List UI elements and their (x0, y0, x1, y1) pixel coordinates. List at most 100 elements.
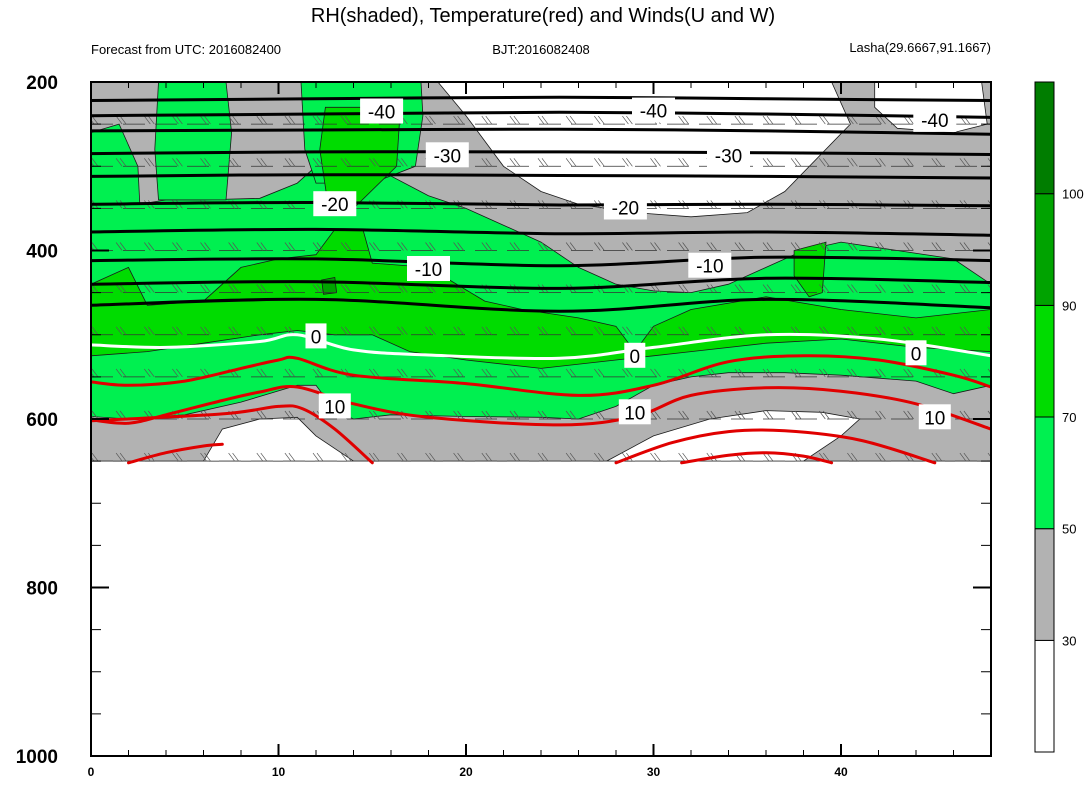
wind-barb (537, 158, 549, 167)
contour-label-box (918, 404, 951, 430)
wind-barb (987, 326, 991, 332)
wind-barb (256, 284, 268, 293)
wind-barb (228, 115, 239, 125)
wind-barb (734, 115, 746, 125)
colorbar-swatch (1034, 416, 1055, 530)
wind-barb (369, 158, 380, 167)
wind-barb (144, 115, 155, 125)
wind-barb (91, 326, 99, 336)
wind-barb (903, 410, 914, 420)
contour-label: 10 (924, 408, 945, 429)
wind-barb (509, 452, 521, 462)
wind-barb (959, 158, 971, 167)
isotherm (91, 404, 374, 465)
x-tick-label: 40 (834, 765, 848, 779)
wind-barb (565, 410, 577, 420)
wind-barb (200, 452, 211, 462)
wind-barb (959, 368, 971, 378)
colorbar-swatch (1034, 639, 1055, 753)
wind-barb (425, 115, 436, 125)
wind-barb (256, 452, 268, 462)
wind-barb (537, 410, 549, 420)
contour-label: 10 (324, 397, 345, 418)
wind-barb (172, 115, 183, 125)
wind-barb (706, 368, 718, 378)
contour-label-box (632, 97, 675, 123)
wind-barb (537, 452, 549, 462)
chart-subtitle-right: Lasha(29.6667,91.1667) (849, 40, 991, 55)
wind-barb (172, 284, 183, 293)
wind-barb (284, 452, 296, 462)
wind-barb (819, 284, 830, 293)
wind-barb (903, 158, 914, 167)
wind-barb (425, 242, 436, 251)
wind-barb (706, 115, 718, 125)
wind-barb (172, 452, 183, 462)
isotherm (91, 297, 991, 313)
wind-barb (312, 368, 324, 378)
y-tick-label: 400 (26, 242, 58, 263)
y-tick-labels: 200 400 600 800 1000 (16, 73, 58, 768)
wind-barb (481, 242, 493, 251)
rh-region-rh-lt-30-a (437, 82, 851, 218)
wind-barb (425, 452, 436, 462)
contour-label: -40 (368, 103, 395, 124)
wind-barb (369, 242, 380, 251)
wind-barb (284, 410, 296, 420)
wind-barb (340, 284, 352, 293)
contour-label: -40 (640, 102, 667, 123)
wind-barb (256, 115, 268, 125)
wind-barb (931, 242, 943, 251)
wind-barb (91, 115, 99, 125)
colorbar: 30 50 70 90 100 (1034, 81, 1084, 753)
wind-barb (762, 452, 774, 462)
contour-label: 0 (911, 344, 922, 365)
wind-barb (256, 326, 268, 336)
wind-barb (594, 242, 605, 251)
wind-barb (790, 115, 802, 125)
contour-label: -30 (434, 146, 461, 167)
rh-shading (91, 82, 991, 462)
wind-barb (481, 158, 493, 167)
wind-barb (256, 410, 268, 420)
isotherm (91, 110, 991, 119)
wind-barb (256, 158, 268, 167)
temperature-contours (91, 95, 991, 465)
wind-barb (594, 452, 605, 462)
wind-barb (340, 326, 352, 336)
wind-barb (537, 368, 549, 378)
wind-barb (762, 242, 774, 251)
level-lines (91, 123, 991, 462)
wind-barb (115, 452, 127, 462)
wind-barb (790, 410, 802, 420)
wind-barb (762, 410, 774, 420)
wind-barb (790, 158, 802, 167)
wind-barb (369, 326, 380, 336)
contour-labels: -40 -40 -40 -30 -30 -20 -20 -10 -10 0 0 0 10 10 10 (305, 97, 957, 430)
wind-barb (91, 410, 99, 420)
contour-label: 10 (624, 403, 645, 424)
colorbar-label: 90 (1062, 298, 1076, 313)
wind-barb (875, 158, 886, 167)
wind-barb (594, 326, 605, 336)
wind-barb (425, 326, 436, 336)
wind-barb (875, 368, 886, 378)
wind-barb (875, 242, 886, 251)
wind-barb (509, 158, 521, 167)
wind-barb (734, 410, 746, 420)
wind-barb (228, 452, 239, 462)
wind-barb (594, 368, 605, 378)
wind-barb (987, 242, 991, 248)
wind-barb (312, 452, 324, 462)
wind-barb (481, 115, 493, 125)
wind-barb (790, 284, 802, 293)
wind-barb (144, 242, 155, 251)
wind-barb (369, 410, 380, 420)
wind-barb (481, 410, 493, 420)
wind-barb (678, 115, 689, 125)
isotherm (91, 332, 991, 361)
wind-barb (847, 284, 858, 293)
contour-label: 0 (311, 327, 322, 348)
contour-label-box (905, 340, 927, 366)
